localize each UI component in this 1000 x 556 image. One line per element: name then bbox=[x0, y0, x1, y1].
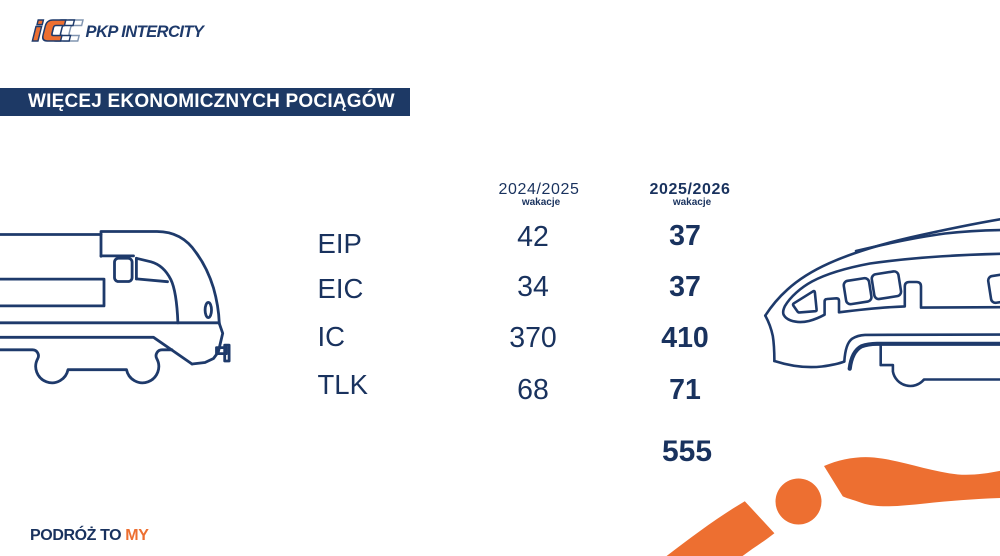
svg-text:PKP INTERCITY: PKP INTERCITY bbox=[86, 23, 206, 41]
